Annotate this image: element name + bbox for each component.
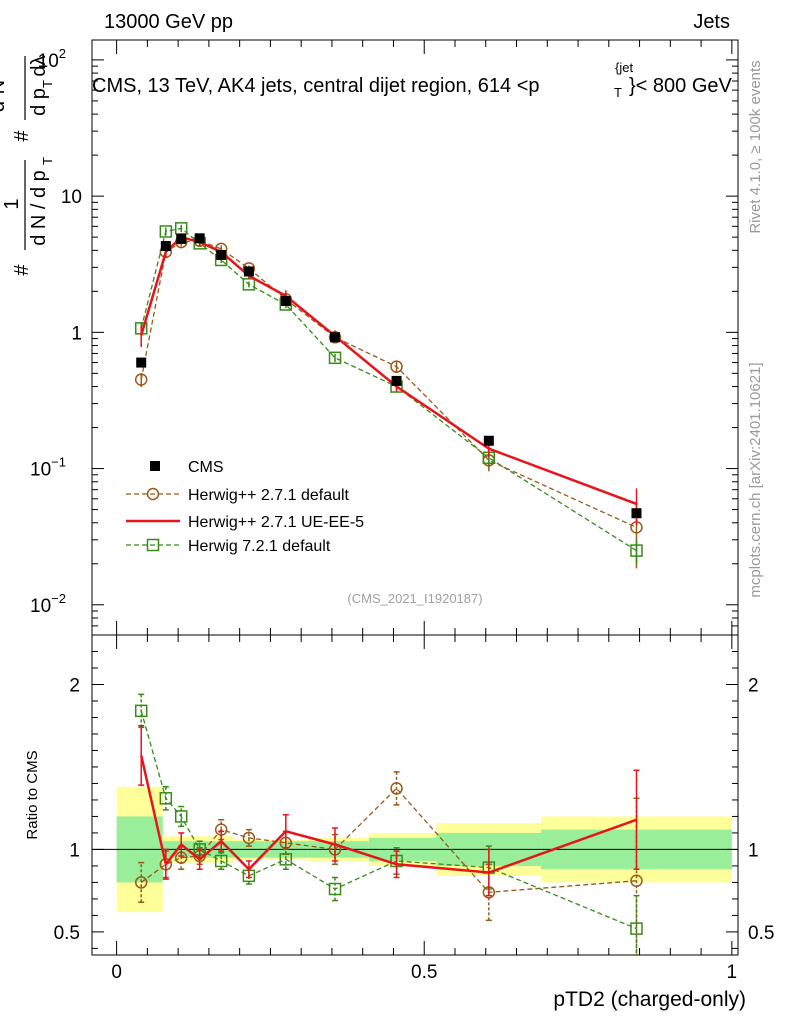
main-point-cms bbox=[243, 266, 254, 277]
ratio-point-herwig-7-2-1-default bbox=[630, 922, 643, 935]
analysis-id-label: (CMS_2021_I1920187) bbox=[347, 591, 482, 606]
mcplots-source-label: mcplots.cern.ch [arXiv:2401.10621] bbox=[747, 362, 764, 597]
main-point-herwig-7-2-1-default bbox=[630, 544, 643, 557]
ratio-point-herwig-7-2-1-default bbox=[328, 882, 342, 896]
header-right-label: Jets bbox=[693, 11, 730, 33]
ratio-y-tick-label-right: 2 bbox=[748, 675, 759, 696]
y-tick-exponent: −1 bbox=[51, 455, 66, 470]
ratio-point-herwig-7-2-1-default bbox=[279, 853, 293, 866]
ylabel-dlambda: dλ bbox=[28, 55, 50, 76]
plot-title-main: CMS, 13 TeV, AK4 jets, central dijet reg… bbox=[92, 75, 540, 97]
main-point-cms bbox=[280, 295, 291, 306]
x-tick-label: 1 bbox=[727, 962, 738, 983]
legend-label-cms: CMS bbox=[188, 459, 224, 476]
ratio-point-herwig-7-2-1-default bbox=[214, 854, 228, 868]
legend-label-herwig-7-2-1-default: Herwig 7.2.1 default bbox=[188, 538, 331, 555]
x-tick-label: 0.5 bbox=[411, 962, 437, 983]
rivet-version-label: Rivet 4.1.0, ≥ 100k events bbox=[747, 60, 764, 233]
main-point-cms bbox=[631, 508, 642, 519]
main-point-cms bbox=[216, 249, 227, 260]
y-tick-label: 10−1 bbox=[30, 455, 66, 481]
legend-marker-herwig-2-7-1-default bbox=[146, 487, 160, 501]
plot-title: CMS, 13 TeV, AK4 jets, central dijet reg… bbox=[92, 60, 733, 100]
legend: CMS Herwig++ 2.7.1 default Herwig++ 2.7.1 … bbox=[126, 459, 364, 555]
plot-title-sub: T bbox=[614, 85, 622, 100]
main-point-herwig-7-2-1-default bbox=[242, 278, 256, 291]
y-tick-exponent: 2 bbox=[59, 46, 66, 61]
y-tick-label: 10−2 bbox=[30, 591, 66, 617]
main-point-cms bbox=[330, 332, 341, 343]
main-point-herwig-7-2-1-default bbox=[159, 225, 173, 238]
main-point-cms bbox=[483, 435, 494, 446]
main-point-cms bbox=[176, 233, 187, 244]
plot-title-end: }< 800 GeV bbox=[629, 75, 733, 97]
ylabel-dpT: d p bbox=[28, 88, 50, 116]
ratio-y-tick-label-right: 1 bbox=[748, 840, 759, 861]
main-point-herwig-2-7-1-default bbox=[134, 373, 148, 386]
ratio-y-tick-label: 2 bbox=[69, 675, 80, 696]
legend-label-herwig-2-7-1-default: Herwig++ 2.7.1 default bbox=[188, 487, 350, 504]
main-point-herwig-7-2-1-default bbox=[328, 351, 342, 365]
y-tick-label: 1 bbox=[71, 323, 82, 344]
y-tick-label: 10 bbox=[61, 187, 82, 208]
legend-marker-cms bbox=[150, 461, 160, 471]
ylabel-dN-dpT: d N / d p bbox=[28, 170, 50, 246]
ratio-y-tick-label-right: 0.5 bbox=[748, 923, 774, 944]
main-y-axis-label: # 1 d N / d p T # d²N d p T dλ bbox=[0, 55, 55, 275]
main-point-cms bbox=[136, 357, 147, 368]
ylabel-dpT-sub: T bbox=[40, 80, 55, 88]
ratio-y-tick-label: 1 bbox=[69, 840, 80, 861]
ratio-plot-frame bbox=[91, 634, 739, 956]
main-point-cms bbox=[391, 375, 402, 386]
x-axis-label: pTD2 (charged-only) bbox=[553, 988, 746, 1011]
ratio-series-group bbox=[134, 693, 643, 955]
ratio-point-herwig-2-7-1-default bbox=[630, 874, 643, 888]
main-point-cms bbox=[160, 241, 171, 252]
ratio-point-herwig-7-2-1-default bbox=[159, 792, 173, 805]
ratio-y-tick-label: 0.5 bbox=[54, 923, 80, 944]
main-series-group bbox=[134, 222, 643, 569]
ratio-point-herwig-2-7-1-default bbox=[134, 876, 148, 889]
header-left-label: 13000 GeV pp bbox=[104, 11, 233, 33]
ratio-point-herwig-2-7-1-default bbox=[242, 831, 256, 845]
plot-title-sup: {jet bbox=[615, 60, 633, 75]
ylabel-hash-1: # bbox=[11, 264, 33, 276]
legend-marker-herwig-7-2-1-default bbox=[146, 538, 160, 552]
ylabel-one: 1 bbox=[1, 198, 23, 209]
ratio-axis-ticks: 2 2 1 1 0.5 0.5 0 0.5 1 bbox=[54, 635, 774, 983]
ratio-point-herwig-7-2-1-default bbox=[134, 704, 148, 718]
ylabel-dN-sub: T bbox=[40, 157, 55, 165]
ratio-y-axis-label: Ratio to CMS bbox=[24, 750, 41, 839]
main-line-herwig-2-7-1-default bbox=[140, 240, 637, 528]
main-point-cms bbox=[194, 233, 205, 244]
main-point-herwig-2-7-1-default bbox=[390, 360, 403, 373]
legend-label-herwig-2-7-1-ue-ee-5: Herwig++ 2.7.1 UE-EE-5 bbox=[188, 514, 364, 531]
x-tick-label: 0 bbox=[111, 962, 122, 983]
ylabel-hash-2: # bbox=[11, 130, 33, 142]
ratio-point-herwig-2-7-1-default bbox=[390, 782, 403, 795]
ratio-point-herwig-7-2-1-default bbox=[174, 810, 188, 823]
y-tick-exponent: −2 bbox=[51, 591, 66, 606]
ylabel-d2N: d²N bbox=[0, 80, 9, 112]
